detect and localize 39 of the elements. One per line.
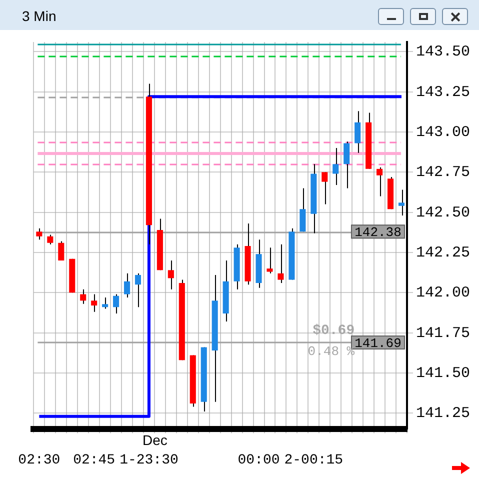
candlestick — [91, 294, 98, 312]
candlestick — [168, 260, 174, 290]
candlestick — [36, 228, 42, 240]
y-tick-label: 143.25 — [416, 84, 470, 101]
annotation: 0.48 % — [308, 344, 355, 360]
y-tick-label: 141.50 — [416, 364, 470, 382]
x-tick-label: 1-23:30 — [120, 452, 178, 468]
chart-title: 3 Min — [22, 8, 56, 24]
text: Dec — [142, 432, 168, 448]
y-tick-label: 142.50 — [416, 204, 470, 222]
x-tick-label: 02:30 — [18, 452, 60, 468]
y-tick-label: 142.00 — [416, 284, 470, 302]
y-tick-label: 141.25 — [416, 405, 470, 422]
candlestick — [300, 188, 306, 232]
candlestick — [322, 172, 328, 205]
ref-line-label: 142.38 — [354, 225, 402, 240]
y-tick-label: 143.00 — [416, 124, 470, 141]
candlestick — [332, 148, 339, 186]
candlestick — [113, 294, 120, 314]
x-tick-label: 2-00:15 — [284, 452, 344, 468]
ref-line-label: 141.69 — [354, 336, 402, 351]
y-tick-label: 141.75 — [416, 324, 470, 342]
candlestick — [47, 234, 54, 245]
candlestick — [134, 272, 142, 308]
candlestick — [58, 240, 64, 262]
annotation: $0.69 — [312, 322, 355, 339]
y-tick-label: 143.50 — [416, 44, 470, 61]
candlestick — [354, 110, 361, 154]
candlestick — [102, 296, 108, 310]
candlestick — [344, 141, 350, 189]
candlestick — [124, 272, 130, 298]
y-tick-label: 142.75 — [416, 164, 470, 182]
candlestick — [80, 288, 86, 304]
candlestick — [266, 247, 273, 274]
x-tick-label: 00:00 — [238, 452, 280, 468]
y-tick-label: 142.25 — [416, 244, 470, 262]
x-tick-label: 02:45 — [73, 452, 116, 468]
candlestick — [278, 244, 284, 284]
candlestick — [376, 166, 383, 197]
